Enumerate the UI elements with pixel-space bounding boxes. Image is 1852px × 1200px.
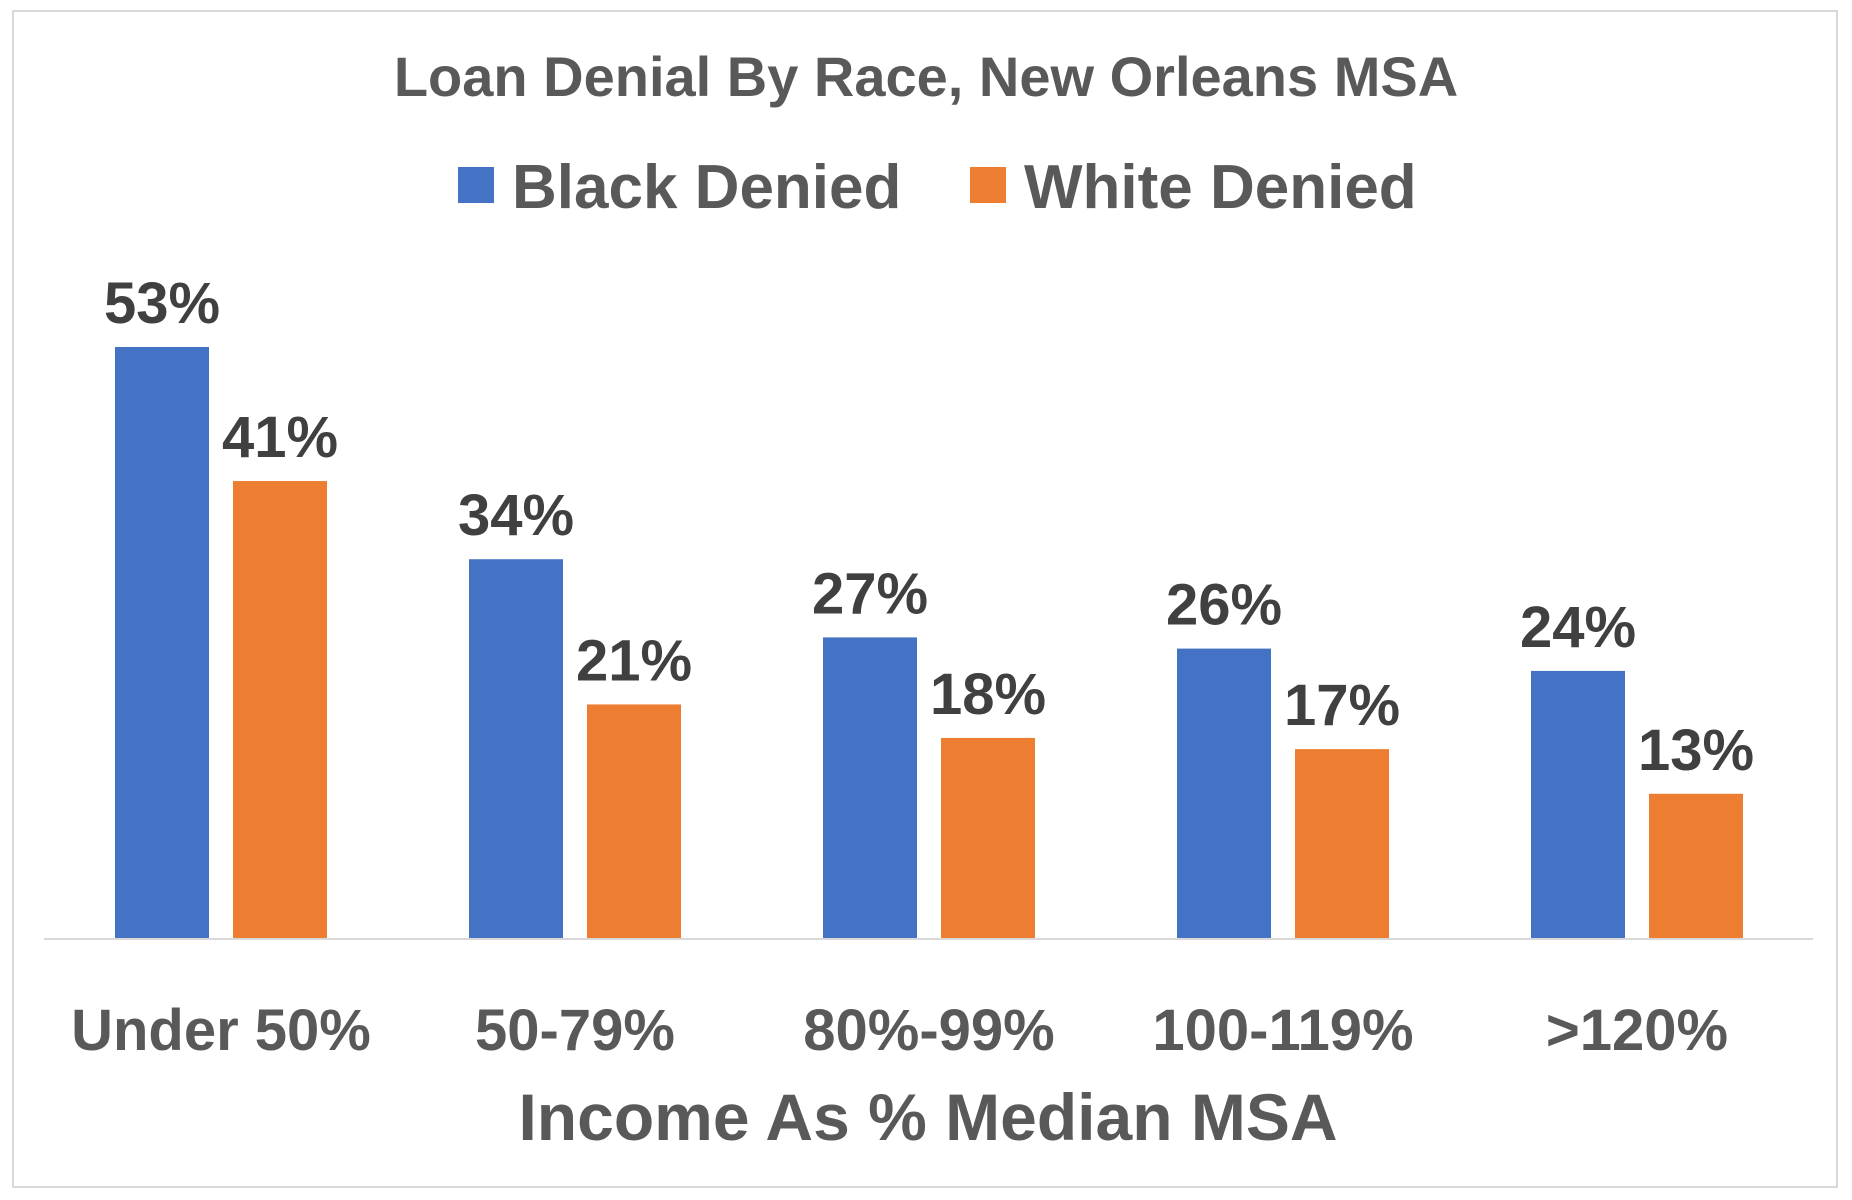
legend-swatch-black-denied: [458, 167, 494, 203]
category-label-1: 50-79%: [475, 998, 675, 1063]
bar-white-1: [587, 704, 681, 939]
x-axis-title: Income As % Median MSA: [518, 1080, 1337, 1154]
data-label-black-4: 24%: [1520, 595, 1636, 660]
data-label-black-1: 34%: [458, 483, 574, 548]
data-label-black-3: 26%: [1166, 573, 1282, 638]
bar-white-2: [941, 737, 1035, 939]
data-label-white-0: 41%: [222, 405, 338, 470]
data-label-white-2: 18%: [930, 662, 1046, 727]
data-label-white-3: 17%: [1284, 673, 1400, 738]
bar-white-3: [1295, 749, 1389, 939]
legend-label-white-denied: White Denied: [1024, 153, 1417, 222]
bar-black-2: [823, 637, 917, 939]
category-label-4: >120%: [1546, 998, 1728, 1063]
bar-white-4: [1649, 793, 1743, 939]
chart-title: Loan Denial By Race, New Orleans MSA: [394, 45, 1458, 108]
bar-black-0: [115, 347, 209, 939]
data-label-white-1: 21%: [576, 628, 692, 693]
bar-white-0: [233, 481, 327, 939]
legend: Black Denied White Denied: [458, 153, 1417, 222]
data-labels-layer: 53% 41% 34% 21% 27%18% 26%17% 24%13%: [104, 271, 1754, 783]
bar-black-3: [1177, 648, 1271, 939]
legend-label-black-denied: Black Denied: [512, 153, 901, 222]
category-labels-layer: Under 50% 50-79% 80%-99% 100-119% >120%: [71, 998, 1728, 1063]
category-label-0: Under 50%: [71, 998, 371, 1063]
category-label-3: 100-119%: [1152, 998, 1413, 1063]
data-label-black-0: 53%: [104, 271, 220, 336]
category-label-2: 80%-99%: [803, 998, 1054, 1063]
data-label-white-4: 13%: [1638, 718, 1754, 783]
legend-swatch-white-denied: [970, 167, 1006, 203]
bar-black-4: [1531, 670, 1625, 939]
bars-layer: [115, 347, 1743, 939]
data-label-black-2: 27%: [812, 561, 928, 626]
bar-black-1: [469, 559, 563, 939]
